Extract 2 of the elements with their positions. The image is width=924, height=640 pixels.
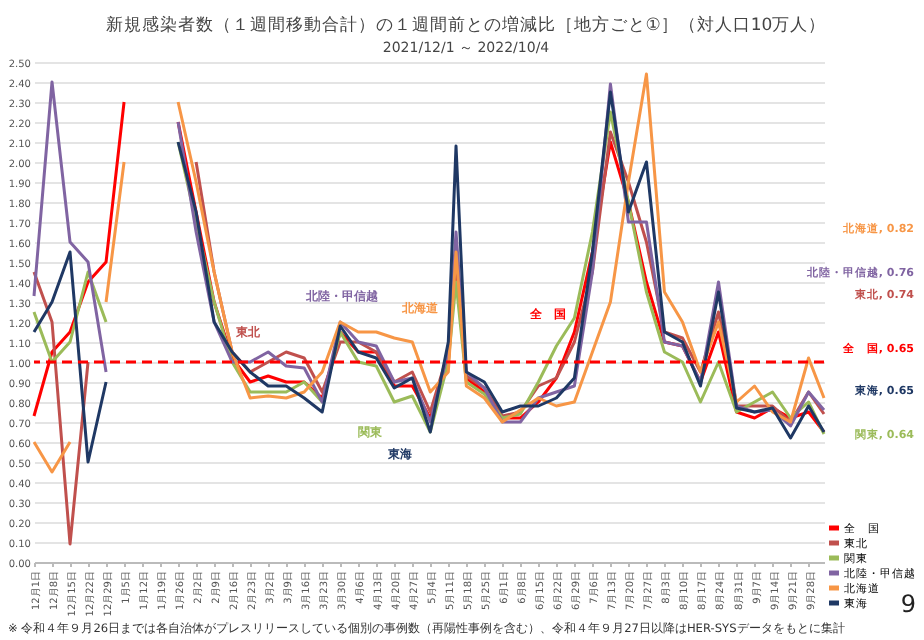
text: 9 (900, 590, 916, 618)
chart-title: 新規感染者数（１週間移動合計）の１週間前との増減比［地方ごと①］（対人口10万人） (105, 14, 827, 36)
